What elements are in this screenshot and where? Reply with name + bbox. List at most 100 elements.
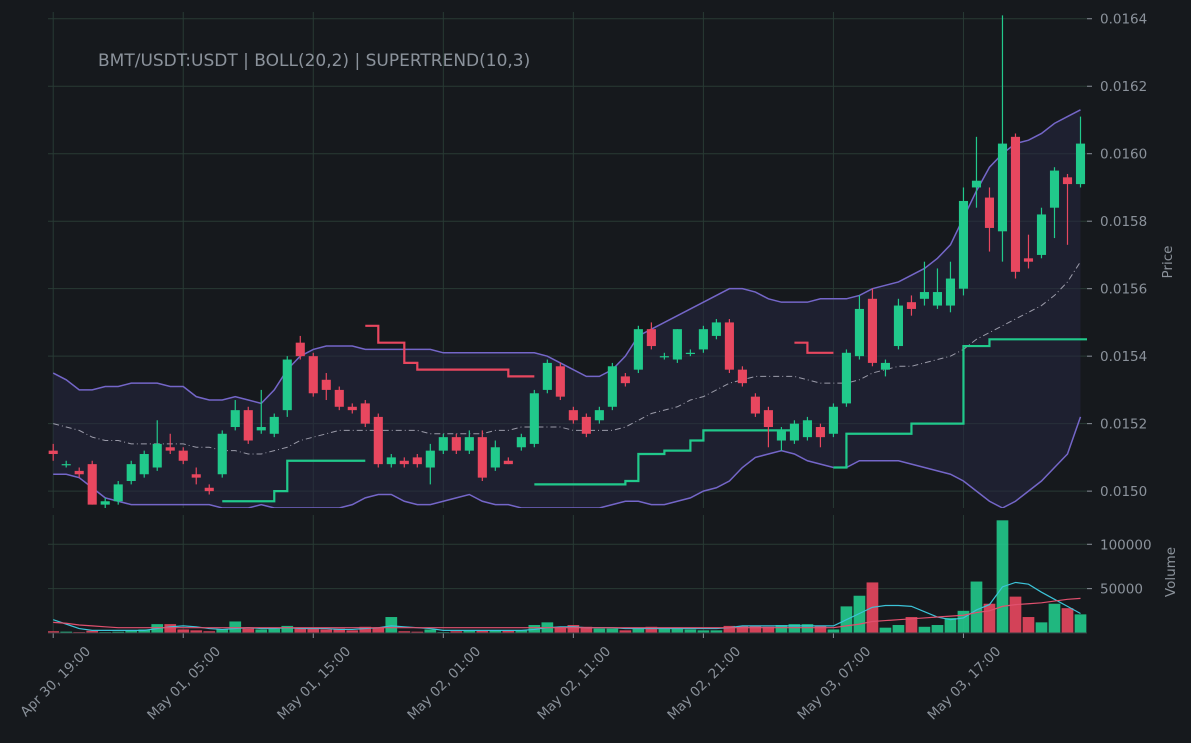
volume-tick-label: 50000 [1100, 582, 1143, 598]
volume-bar [268, 628, 281, 633]
candle-body [178, 450, 188, 461]
volume-bar [827, 629, 840, 633]
candle-body [763, 410, 773, 428]
volume-bar [697, 630, 710, 633]
candle-body [815, 427, 825, 438]
volume-bar [450, 631, 463, 633]
candle-body [321, 379, 331, 390]
candle-body [464, 437, 474, 451]
candle-body [1023, 258, 1034, 262]
volume-bar [762, 626, 775, 633]
volume-bar [476, 630, 489, 633]
volume-bar [385, 617, 398, 633]
volume-bar [567, 625, 580, 633]
candle-body [724, 322, 734, 370]
volume-bar [320, 629, 333, 633]
volume-bar [1009, 596, 1022, 633]
supertrend-down [365, 324, 535, 378]
volume-bar [710, 630, 723, 633]
candle-body [87, 464, 97, 505]
candle-body [633, 329, 643, 370]
candle-body [568, 410, 578, 421]
candle-body [984, 197, 995, 228]
candle-body [854, 308, 864, 357]
candle-body [698, 329, 708, 350]
volume-bar [281, 625, 294, 633]
candle-body [360, 403, 370, 424]
volume-bar [593, 628, 606, 633]
volume-bar [1048, 603, 1061, 633]
candle-body [555, 366, 565, 397]
candle-body [165, 447, 175, 451]
candle-body [737, 369, 747, 384]
candle-body [100, 501, 110, 505]
volume-bar [294, 628, 307, 633]
volume-bar [580, 626, 593, 633]
volume-axis-label: Volume [1163, 547, 1179, 597]
volume-bar [944, 617, 957, 633]
volume-tick-label: 100000 [1100, 537, 1152, 553]
volume-bar [502, 630, 515, 633]
candle-body [867, 298, 877, 363]
volume-bar [983, 603, 996, 633]
candle-body [971, 180, 982, 188]
y-tick-label: 0.0164 [1100, 12, 1147, 28]
candle-body [61, 464, 71, 466]
candle-body [139, 454, 149, 475]
supertrend-up [222, 459, 366, 503]
candle-body [425, 450, 435, 468]
volume-bar [372, 627, 385, 633]
candle-body [828, 406, 838, 434]
candle-body [919, 292, 930, 299]
volume-bar [788, 624, 801, 633]
candle-body [399, 460, 409, 465]
candle-body [1062, 177, 1073, 185]
boll-lower [53, 416, 1082, 508]
volume-bar [801, 624, 814, 633]
volume-bar [112, 631, 125, 633]
volume-bar [203, 631, 216, 633]
volume-bar [684, 629, 697, 633]
candle-body [217, 433, 227, 475]
volume-bar [1074, 614, 1087, 633]
candle-body [204, 487, 214, 492]
candle-body [477, 437, 487, 478]
candle-body [529, 393, 539, 444]
volume-bar [632, 627, 645, 633]
chart-title: BMT/USDT:USDT | BOLL(20,2) | SUPERTREND(… [98, 51, 530, 71]
volume-bar [125, 630, 138, 633]
candle-body [750, 396, 760, 414]
candle-body [243, 410, 253, 441]
volume-bar [138, 629, 151, 633]
volume-bar [671, 628, 684, 633]
candle-body [282, 359, 292, 411]
candle-body [438, 437, 448, 451]
candle-body [880, 362, 890, 370]
candle-body [802, 420, 812, 438]
supertrend-up [833, 338, 1087, 469]
y-tick-label: 0.0150 [1100, 484, 1147, 500]
volume-ma [53, 597, 1081, 629]
volume-bar [879, 627, 892, 633]
candle-body [386, 457, 396, 465]
candle-body [685, 352, 695, 354]
volume-bar [658, 628, 671, 633]
volume-bar [1022, 617, 1035, 633]
supertrend-down [794, 341, 834, 354]
y-tick-label: 0.0154 [1100, 349, 1147, 365]
volume-bar [931, 625, 944, 633]
volume-bar [749, 625, 762, 633]
volume-ma [53, 581, 1081, 631]
y-tick-label: 0.0156 [1100, 282, 1147, 298]
candle-body [230, 410, 240, 428]
price-panel [48, 15, 1087, 508]
candle-body [932, 292, 943, 306]
candle-body [48, 450, 58, 455]
volume-bar [164, 624, 177, 633]
candle-body [542, 362, 552, 390]
volume-bar [723, 625, 736, 633]
candle-body [958, 200, 969, 289]
volume-bar [996, 520, 1009, 633]
candle-body [659, 356, 669, 358]
candle-body [581, 416, 591, 434]
